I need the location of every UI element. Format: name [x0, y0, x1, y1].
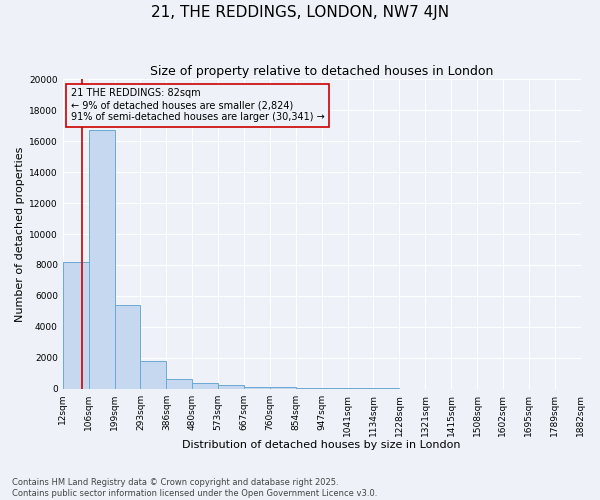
Bar: [347, 388, 373, 389]
Bar: [296, 388, 322, 389]
Bar: [322, 388, 347, 389]
Bar: [192, 384, 218, 389]
X-axis label: Distribution of detached houses by size in London: Distribution of detached houses by size …: [182, 440, 461, 450]
Bar: [270, 388, 296, 389]
Bar: [218, 386, 244, 389]
Y-axis label: Number of detached properties: Number of detached properties: [15, 146, 25, 322]
Bar: [140, 361, 166, 389]
Bar: [244, 386, 270, 389]
Text: 21 THE REDDINGS: 82sqm
← 9% of detached houses are smaller (2,824)
91% of semi-d: 21 THE REDDINGS: 82sqm ← 9% of detached …: [71, 88, 324, 122]
Bar: [115, 305, 140, 389]
Bar: [63, 262, 89, 389]
Text: 21, THE REDDINGS, LONDON, NW7 4JN: 21, THE REDDINGS, LONDON, NW7 4JN: [151, 5, 449, 20]
Bar: [166, 379, 192, 389]
Bar: [89, 130, 115, 389]
Title: Size of property relative to detached houses in London: Size of property relative to detached ho…: [150, 65, 493, 78]
Text: Contains HM Land Registry data © Crown copyright and database right 2025.
Contai: Contains HM Land Registry data © Crown c…: [12, 478, 377, 498]
